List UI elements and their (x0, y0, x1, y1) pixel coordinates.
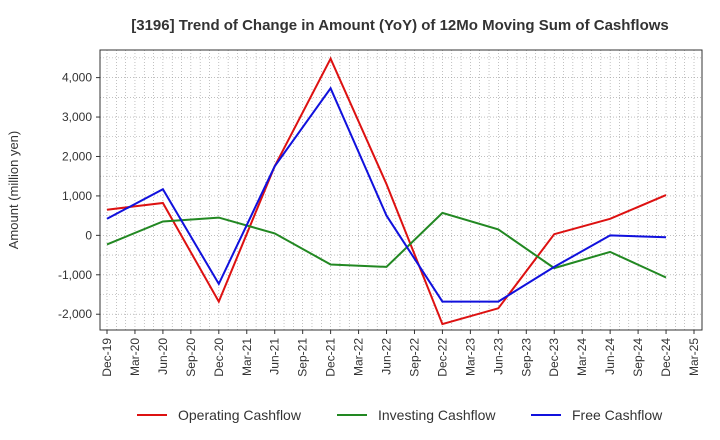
legend-label: Investing Cashflow (378, 407, 496, 423)
series-line-operating-cashflow (106, 56, 667, 326)
x-tick-label: Dec-20 (212, 338, 226, 377)
x-tick-label: Mar-21 (240, 338, 254, 376)
y-tick-label: -2,000 (58, 307, 92, 321)
y-tick-label: 2,000 (62, 149, 92, 163)
x-tick-label: Dec-22 (435, 338, 449, 377)
x-tick-label: Sep-20 (184, 338, 198, 377)
y-axis: -2,000 -1,000 0 1,000 2,000 3,000 4,000 (58, 71, 100, 321)
y-tick-label: 3,000 (62, 110, 92, 124)
x-tick-label: Sep-23 (519, 338, 533, 377)
y-axis-title: Amount (million yen) (6, 131, 21, 250)
plot-area (99, 49, 703, 331)
x-tick-label: Mar-22 (352, 338, 366, 376)
y-tick-label: 1,000 (62, 189, 92, 203)
grid (100, 50, 702, 330)
y-tick-label: 4,000 (62, 71, 92, 85)
x-tick-label: Mar-24 (575, 338, 589, 376)
y-tick-label: -1,000 (58, 268, 92, 282)
legend-label: Operating Cashflow (178, 407, 302, 423)
x-tick-label: Jun-21 (268, 338, 282, 375)
x-tick-label: Jun-23 (491, 338, 505, 375)
x-tick-label: Mar-23 (463, 338, 477, 376)
series-lines (106, 56, 667, 326)
x-tick-label: Jun-22 (380, 338, 394, 375)
x-tick-label: Dec-19 (100, 338, 114, 377)
legend: Operating Cashflow Investing Cashflow Free… (137, 407, 663, 423)
series-line-free-cashflow (106, 86, 667, 303)
x-tick-label: Sep-22 (407, 338, 421, 377)
series-line-investing-cashflow (106, 211, 667, 279)
x-tick-label: Mar-25 (687, 338, 701, 376)
x-tick-label: Mar-20 (128, 338, 142, 376)
x-tick-label: Sep-24 (631, 338, 645, 377)
x-axis: Dec-19 Mar-20 Jun-20 Sep-20 Dec-20 Mar-21 Jun-… (100, 330, 701, 377)
x-tick-label: Dec-23 (547, 338, 561, 377)
x-tick-label: Jun-20 (156, 338, 170, 375)
legend-label: Free Cashflow (572, 407, 663, 423)
x-tick-label: Jun-24 (603, 338, 617, 375)
x-tick-label: Dec-21 (324, 338, 338, 377)
y-tick-label: 0 (85, 228, 92, 242)
x-tick-label: Sep-21 (296, 338, 310, 377)
x-tick-label: Dec-24 (659, 338, 673, 377)
chart-title: [3196] Trend of Change in Amount (YoY) o… (131, 17, 669, 34)
